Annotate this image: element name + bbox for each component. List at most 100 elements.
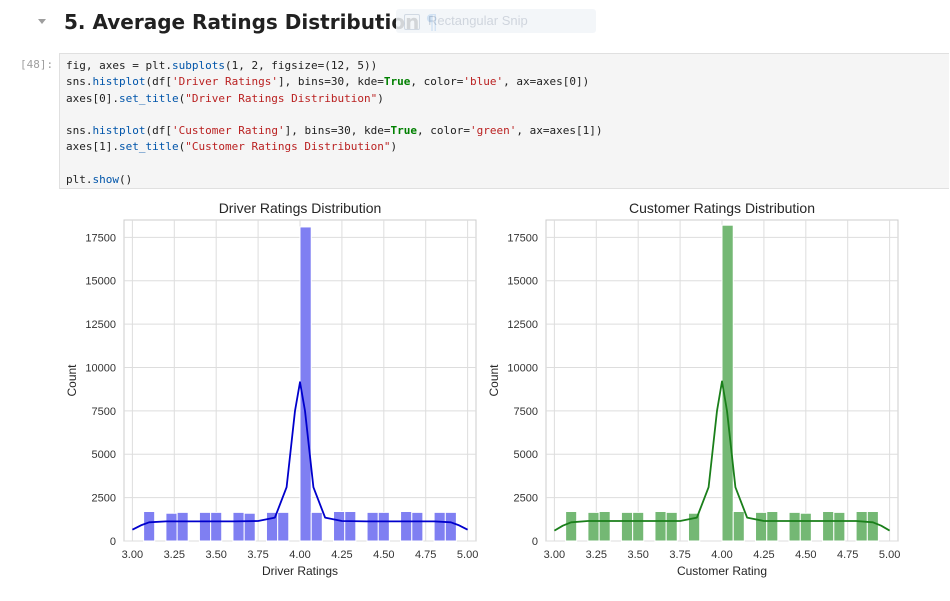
y-axis-label: Count	[65, 364, 79, 397]
x-tick-label: 5.00	[879, 549, 900, 561]
code-token: 'Driver Ratings'	[171, 75, 278, 89]
histogram-bar	[198, 511, 212, 542]
code-token: (	[178, 140, 186, 154]
histogram-bar	[732, 511, 745, 542]
code-line: fig, axes = plt.subplots(1, 2, figsize=(…	[66, 58, 949, 74]
code-token: axes[0].	[66, 91, 119, 105]
y-tick-label: 15000	[507, 276, 538, 288]
histogram-bar	[377, 511, 390, 542]
code-token: 'blue'	[463, 75, 504, 89]
chart-title: Driver Ratings Distribution	[219, 200, 382, 216]
code-token: (	[178, 91, 186, 105]
code-token: , ax=axes[0])	[503, 75, 590, 89]
x-tick-label: 3.75	[247, 549, 268, 561]
histogram-bar	[176, 511, 189, 542]
heading-title: 5. Average Ratings Distribution	[64, 10, 420, 34]
x-tick-label: 3.00	[544, 549, 565, 561]
histogram-bar	[799, 512, 812, 542]
code-token: "Customer Ratings Distribution"	[185, 140, 391, 154]
histogram-bar	[620, 511, 634, 542]
collapse-caret-icon[interactable]	[36, 15, 48, 27]
histogram-bar	[565, 511, 578, 542]
code-token: fig, axes = plt.	[66, 59, 172, 72]
code-token: (df[	[145, 124, 172, 138]
code-token: histplot	[92, 124, 146, 138]
histogram-bar	[411, 511, 424, 542]
code-line: plt.show()	[66, 172, 949, 188]
x-tick-label: 3.25	[586, 549, 607, 561]
code-token: plt.	[66, 173, 93, 187]
code-block[interactable]: fig, axes = plt.subplots(1, 2, figsize=(…	[60, 54, 949, 188]
code-token: (1, 2, figsize=(12, 5))	[224, 59, 378, 72]
x-tick-label: 3.50	[627, 549, 648, 561]
code-token: ], bins=30, kde=	[277, 75, 384, 89]
x-tick-label: 5.00	[457, 549, 478, 561]
histogram-bar	[310, 511, 323, 542]
x-tick-label: 4.00	[289, 549, 310, 561]
x-tick-label: 4.75	[837, 549, 858, 561]
code-line: sns.histplot(df['Customer Rating'], bins…	[66, 123, 949, 139]
histogram-bar	[344, 511, 357, 542]
code-line: axes[1].set_title("Customer Ratings Dist…	[66, 139, 949, 155]
x-tick-label: 4.00	[711, 549, 732, 561]
y-tick-label: 5000	[514, 449, 538, 461]
code-line	[66, 107, 949, 123]
section-heading-row: 5. Average Ratings Distribution¶ Rectang…	[0, 0, 950, 48]
code-token: histplot	[92, 75, 146, 89]
code-token: sns.	[66, 75, 93, 89]
y-tick-label: 10000	[507, 362, 538, 374]
snip-icon	[404, 14, 420, 30]
histogram-bar	[143, 511, 156, 542]
histogram-bar	[210, 511, 223, 542]
x-tick-label: 4.25	[331, 549, 352, 561]
histogram-bar	[433, 511, 446, 542]
chart-title: Customer Ratings Distribution	[629, 200, 815, 216]
execution-count-prompt: [48]:	[20, 58, 54, 71]
code-token: ()	[119, 173, 133, 187]
code-cell-editor[interactable]: fig, axes = plt.subplots(1, 2, figsize=(…	[59, 53, 949, 189]
x-tick-label: 3.25	[164, 549, 185, 561]
x-tick-label: 4.75	[415, 549, 436, 561]
histogram-bar	[855, 511, 868, 542]
y-tick-label: 7500	[514, 406, 538, 418]
code-token: "Driver Ratings Distribution"	[185, 91, 378, 105]
histogram-bar	[277, 511, 290, 542]
x-tick-label: 3.75	[669, 549, 690, 561]
histogram-bar	[165, 512, 178, 542]
histogram-bar	[587, 511, 600, 542]
histogram-bar	[333, 511, 346, 542]
histogram-bar	[755, 511, 768, 542]
output-figure: 0 2500 5000 7500 10000 12500 15000 17500 3.00 3.2…	[65, 200, 900, 578]
histogram-bar	[822, 511, 835, 542]
histogram-bar	[833, 511, 846, 542]
section-heading: 5. Average Ratings Distribution¶	[64, 10, 438, 34]
x-tick-label: 4.50	[795, 549, 816, 561]
chart-panel-1: 0 2500 5000 7500 10000 12500 15000 17500 3.00 3.2…	[487, 200, 900, 578]
x-axis-label: Driver Ratings	[262, 564, 338, 578]
y-tick-label: 7500	[92, 406, 116, 418]
code-token: True	[390, 124, 418, 138]
code-token: True	[383, 75, 411, 89]
snip-label: Rectangular Snip	[428, 13, 528, 28]
histogram-bar	[444, 511, 457, 542]
code-token: , color=	[410, 75, 464, 89]
kde-line	[553, 380, 891, 532]
y-tick-label: 10000	[85, 362, 116, 374]
code-token: , color=	[417, 124, 471, 138]
code-token: 'Customer Rating'	[171, 124, 285, 138]
chart-panel-0: 0 2500 5000 7500 10000 12500 15000 17500 3.00 3.2…	[65, 200, 478, 578]
code-line: axes[0].set_title("Driver Ratings Distri…	[66, 91, 949, 107]
y-tick-label: 12500	[507, 319, 538, 331]
histogram-bar	[721, 224, 734, 542]
histogram-bar	[400, 511, 413, 542]
x-tick-label: 3.50	[205, 549, 226, 561]
code-token: sns.	[66, 124, 93, 138]
histogram-bar	[654, 511, 667, 542]
histogram-bar	[632, 511, 645, 542]
kde-line	[131, 381, 469, 531]
x-tick-label: 4.25	[753, 549, 774, 561]
x-tick-label: 3.00	[122, 549, 143, 561]
y-tick-label: 15000	[85, 276, 116, 288]
histogram-bar	[366, 511, 379, 542]
y-tick-label: 0	[110, 536, 116, 548]
